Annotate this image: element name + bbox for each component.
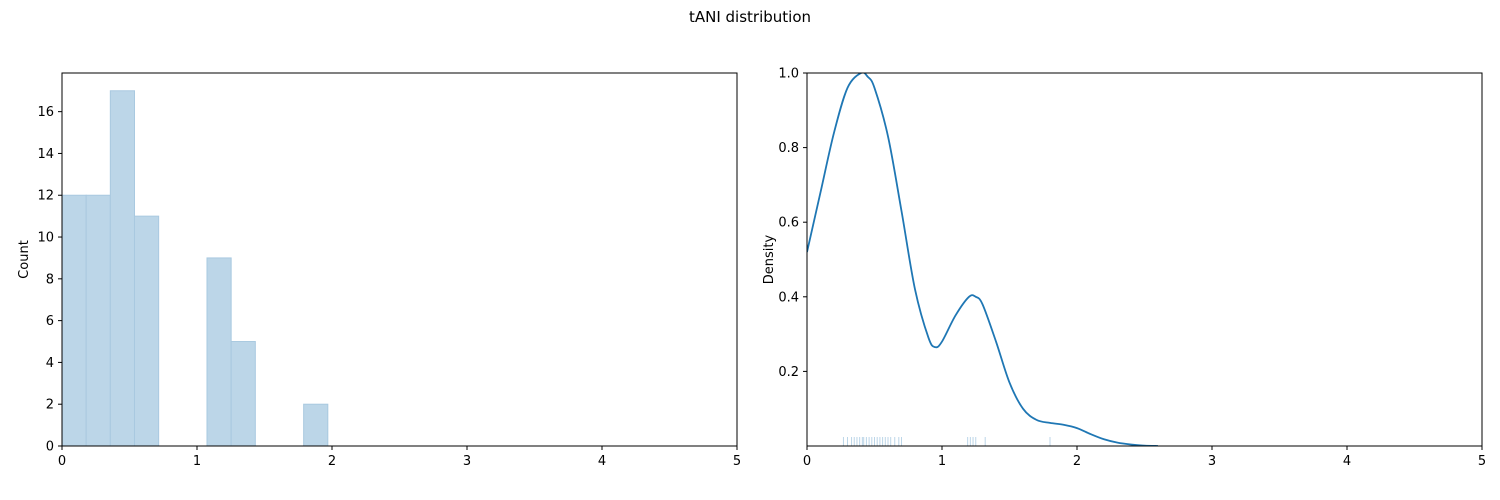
y-tick-label: 16 [37, 105, 54, 120]
y-tick-label: 1.0 [778, 67, 799, 82]
axes-frame [61, 72, 738, 447]
y-tick-label: 0.2 [778, 365, 799, 380]
density-panel: 0 1 2 3 4 5 0.2 0.4 0.6 0.8 1.0 Density [762, 67, 1486, 470]
figure-title: tANI distribution [689, 8, 811, 26]
plot-area [62, 90, 329, 446]
y-axis-label: Density [762, 234, 777, 284]
histogram-bar [133, 215, 160, 446]
y-tick-label: 12 [37, 189, 54, 204]
x-tick-label: 1 [193, 454, 201, 469]
histogram-bar [85, 194, 111, 446]
x-tick-label: 1 [938, 454, 946, 469]
plot-area [807, 73, 1159, 446]
y-tick-label: 4 [46, 356, 54, 371]
y-tick-label: 10 [37, 231, 54, 246]
x-tick-label: 3 [1208, 454, 1216, 469]
x-tick-label: 0 [803, 454, 811, 469]
x-tick-label: 5 [1478, 454, 1486, 469]
x-tick-label: 3 [463, 454, 471, 469]
y-tick-label: 14 [37, 147, 54, 162]
density-line [807, 73, 1159, 446]
x-tick-label: 0 [58, 454, 66, 469]
histogram-bar [109, 90, 135, 446]
histogram-bar [62, 194, 87, 446]
axes-frame [806, 72, 1483, 447]
x-tick-label: 5 [733, 454, 741, 469]
y-tick-label: 8 [46, 272, 54, 287]
y-tick-label: 0.8 [778, 141, 799, 156]
y-axis-label: Count [17, 240, 32, 279]
histogram-bar [230, 341, 256, 446]
histogram-bar [206, 257, 232, 446]
histogram-bar [303, 403, 329, 446]
y-tick-label: 0.4 [778, 290, 799, 305]
y-tick-label: 6 [46, 314, 54, 329]
y-tick-label: 0.6 [778, 216, 799, 231]
x-tick-label: 4 [598, 454, 606, 469]
y-tick-label: 0 [46, 440, 54, 455]
y-tick-label: 2 [46, 398, 54, 413]
x-tick-label: 4 [1343, 454, 1351, 469]
x-tick-label: 2 [328, 454, 336, 469]
x-tick-label: 2 [1073, 454, 1081, 469]
